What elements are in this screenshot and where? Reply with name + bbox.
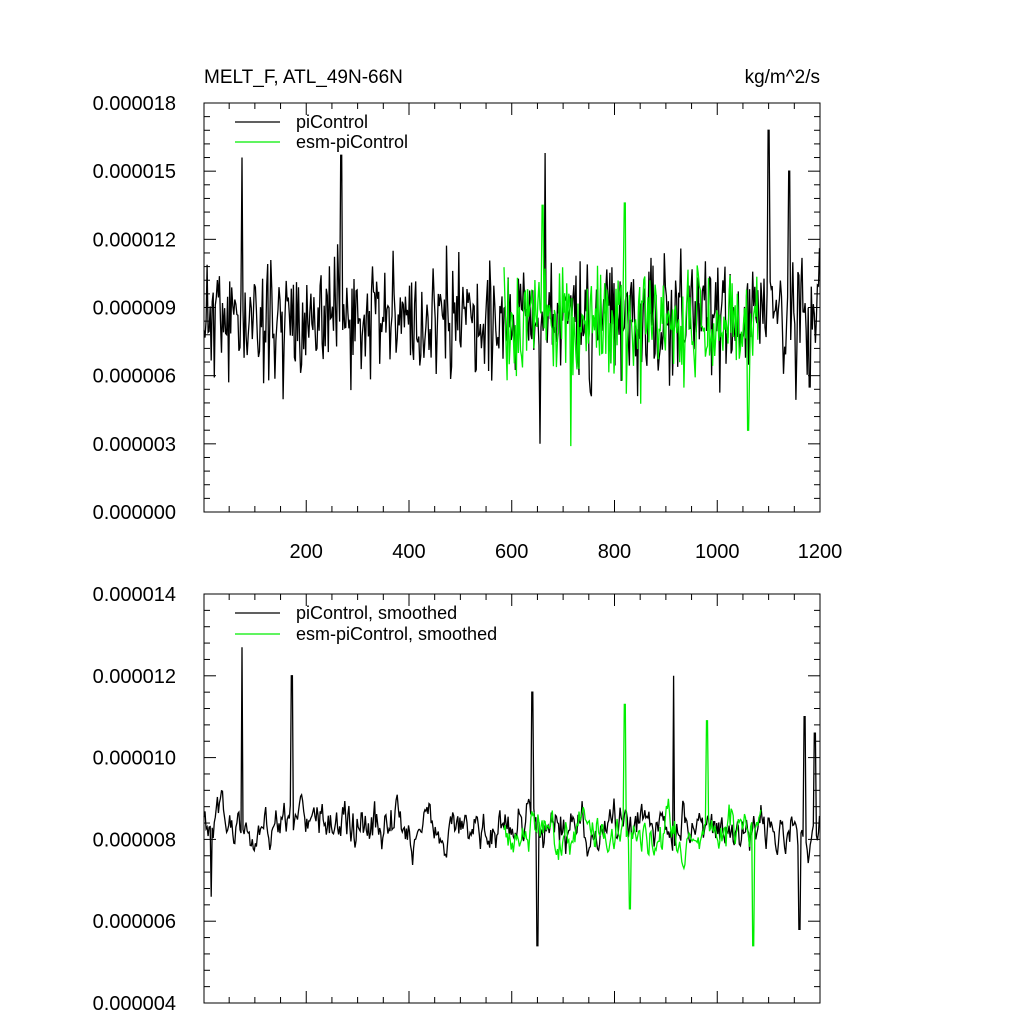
top-xtick-label-3: 800 (598, 541, 631, 563)
top-panel: MELT_F, ATL_49N-66N kg/m^2/s 0.0000000.0… (93, 67, 843, 563)
top-title-right: kg/m^2/s (745, 67, 820, 88)
bottom-ticks-group: 0.000004 0.000006 0.000008 0.000010 0.000012… (93, 584, 821, 1015)
bottom-ytick-label-4: 0.000012 (93, 666, 176, 688)
top-xtick-label-1: 400 (392, 541, 425, 563)
top-ytick-label-5: 0.000015 (93, 161, 176, 183)
bottom-ytick-label-3: 0.000010 (93, 748, 176, 770)
top-title-left: MELT_F, ATL_49N-66N (204, 67, 403, 88)
bottom-plot-frame (203, 593, 821, 1004)
bottom-panel: 0.000004 0.000006 0.000008 0.000010 0.000012… (93, 584, 821, 1015)
top-ticks-group: 0.000000 0.000003 0.000006 0.000009 0.000012… (93, 93, 843, 563)
top-ytick-label-0: 0.000000 (93, 502, 176, 524)
bottom-ytick-label-5: 0.000014 (93, 584, 176, 606)
bottom-ytick-label-2: 0.000008 (93, 829, 176, 851)
bottom-series-group (203, 647, 821, 947)
top-ytick-label-1: 0.000003 (93, 434, 176, 456)
top-legend-label-0: piControl (296, 112, 368, 132)
top-xtick-label-4: 1000 (695, 541, 740, 563)
bottom-series-line-1 (503, 703, 762, 947)
top-legend-label-1: esm-piControl (296, 132, 408, 152)
top-xtick-label-0: 200 (290, 541, 323, 563)
top-series-group (203, 129, 821, 447)
top-ytick-label-4: 0.000012 (93, 229, 176, 251)
top-ytick-label-6: 0.000018 (93, 93, 176, 115)
top-legend: piControl esm-piControl (235, 112, 408, 152)
top-xtick-label-2: 600 (495, 541, 528, 563)
bottom-legend-label-1: esm-piControl, smoothed (296, 624, 497, 644)
bottom-legend-label-0: piControl, smoothed (296, 603, 457, 623)
bottom-legend: piControl, smoothed esm-piControl, smoot… (235, 603, 497, 644)
bottom-ytick-label-0: 0.000004 (93, 993, 176, 1015)
bottom-ytick-label-1: 0.000006 (93, 911, 176, 933)
top-xtick-label-5: 1200 (798, 541, 843, 563)
top-series-line-0 (203, 129, 821, 444)
top-series-line-1 (503, 202, 759, 447)
bottom-series-line-0 (203, 647, 821, 947)
top-ytick-label-3: 0.000009 (93, 298, 176, 320)
top-ytick-label-2: 0.000006 (93, 366, 176, 388)
